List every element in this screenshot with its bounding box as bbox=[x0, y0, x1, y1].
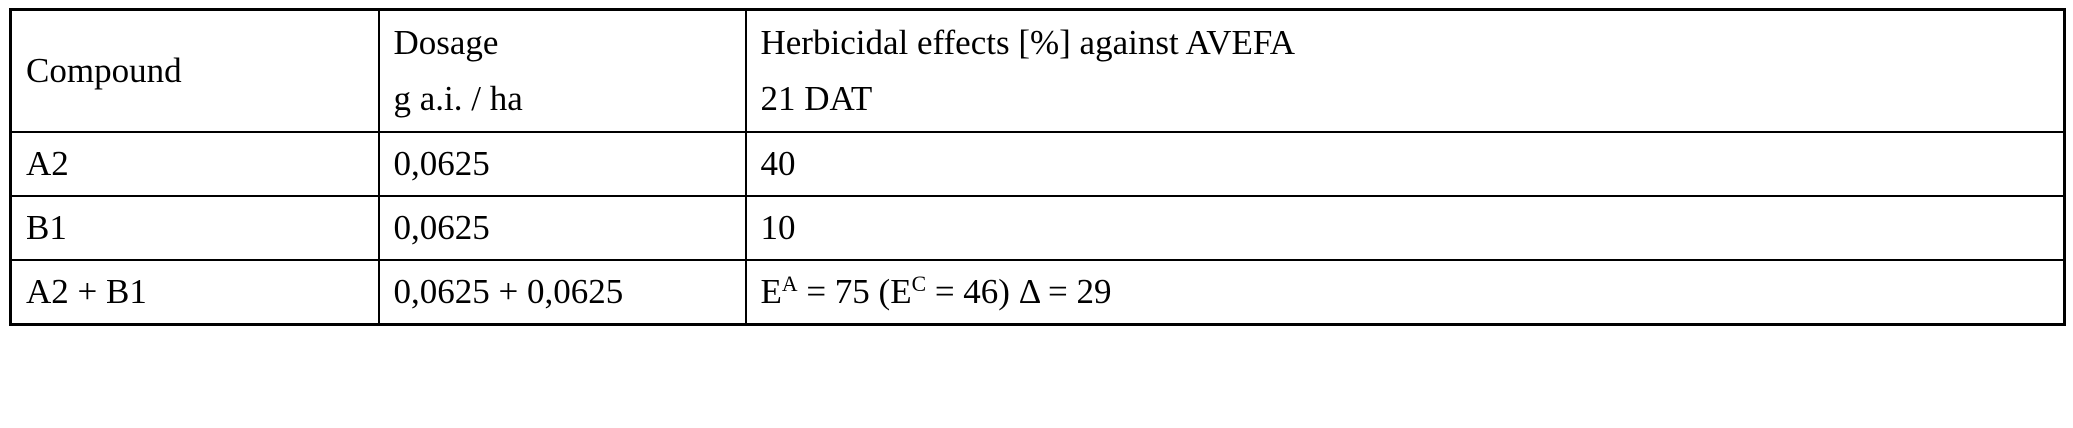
compound-value: A2 bbox=[26, 144, 69, 183]
cell-effect: EA = 75 (EC = 46) Δ = 29 bbox=[744, 259, 2066, 326]
effect-formula: EA = 75 (EC = 46) Δ = 29 bbox=[761, 272, 1112, 311]
cell-compound: A2 + B1 bbox=[9, 259, 380, 326]
dosage-value: 0,0625 + 0,0625 bbox=[393, 272, 624, 311]
cell-effect: 10 bbox=[744, 195, 2066, 261]
cell-effect: 40 bbox=[744, 131, 2066, 197]
cell-dosage: 0,0625 bbox=[377, 131, 747, 197]
header-effects-line2: 21 DAT bbox=[760, 79, 873, 118]
header-dosage-line2: g a.i. / ha bbox=[393, 79, 523, 118]
header-compound-label: Compound bbox=[26, 51, 182, 90]
effect-formula-part2: = 75 (E bbox=[797, 272, 912, 311]
effect-superscript-a: A bbox=[781, 272, 798, 297]
compound-value: A2 + B1 bbox=[26, 272, 147, 311]
table-header-row: Compound Dosage g a.i. / ha Herbicidal e… bbox=[9, 8, 2066, 133]
dosage-value: 0,0625 bbox=[393, 208, 490, 247]
effect-formula-part3: = 46) Δ = 29 bbox=[926, 272, 1112, 311]
effect-superscript-c: C bbox=[911, 272, 927, 297]
table-row: B1 0,0625 10 bbox=[9, 195, 2066, 261]
compound-value: B1 bbox=[26, 208, 67, 247]
effect-value: 40 bbox=[760, 144, 796, 183]
header-effects-line1: Herbicidal effects [%] against AVEFA bbox=[760, 23, 1296, 62]
cell-dosage: 0,0625 bbox=[377, 195, 747, 261]
effect-value: 10 bbox=[760, 208, 796, 247]
effect-formula-part1: E bbox=[760, 272, 782, 311]
cell-dosage: 0,0625 + 0,0625 bbox=[377, 259, 747, 326]
header-compound: Compound bbox=[9, 8, 380, 133]
table-row: A2 + B1 0,0625 + 0,0625 EA = 75 (EC = 46… bbox=[9, 259, 2066, 326]
header-dosage-line1: Dosage bbox=[393, 23, 499, 62]
table-row: A2 0,0625 40 bbox=[9, 131, 2066, 197]
herbicide-effects-table: Compound Dosage g a.i. / ha Herbicidal e… bbox=[9, 8, 2066, 326]
header-dosage: Dosage g a.i. / ha bbox=[377, 8, 747, 133]
header-effects: Herbicidal effects [%] against AVEFA 21 … bbox=[744, 8, 2066, 133]
cell-compound: A2 bbox=[9, 131, 380, 197]
dosage-value: 0,0625 bbox=[393, 144, 490, 183]
cell-compound: B1 bbox=[9, 195, 380, 261]
